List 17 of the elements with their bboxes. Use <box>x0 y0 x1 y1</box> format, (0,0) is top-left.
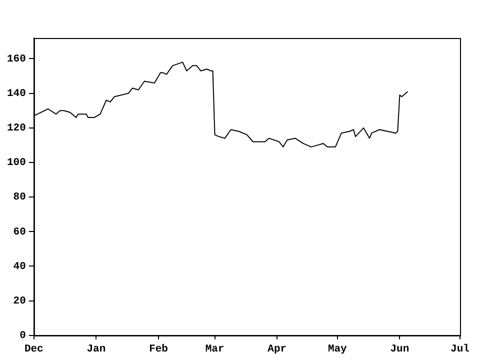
x-tick-label: Feb <box>149 343 168 356</box>
x-tick-label: Jan <box>86 343 106 356</box>
x-tick-label: Jul <box>450 343 470 356</box>
y-tick-label: 100 <box>6 157 26 170</box>
x-tick-label: Mar <box>205 343 224 356</box>
y-tick-label: 120 <box>6 122 26 135</box>
y-tick-label: 140 <box>6 88 26 100</box>
x-tick-label: Jun <box>390 343 410 356</box>
y-tick-label: 40 <box>13 260 26 273</box>
y-tick-label: 160 <box>6 53 26 66</box>
y-tick-label: 20 <box>13 295 26 308</box>
y-tick-label: 0 <box>20 330 26 342</box>
y-tick-label: 80 <box>13 192 26 204</box>
x-tick-label: Apr <box>268 343 287 356</box>
x-tick-label: Dec <box>24 343 44 356</box>
x-tick-label: May <box>328 343 348 356</box>
y-tick-label: 60 <box>13 226 26 238</box>
